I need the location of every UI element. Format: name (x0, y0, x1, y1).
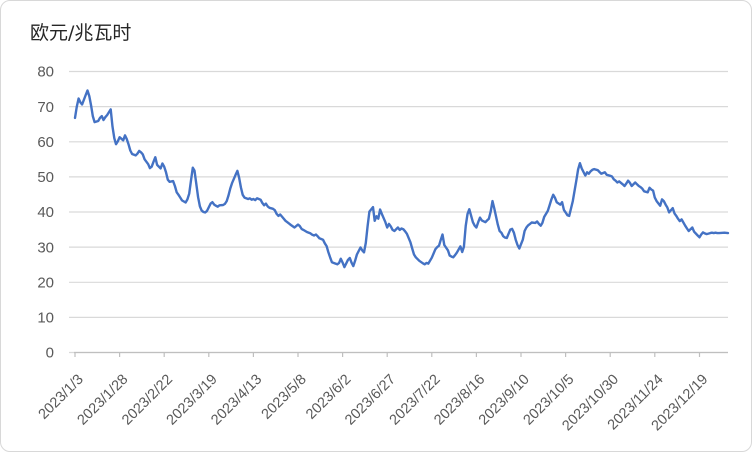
price-series-line (73, 89, 730, 269)
y-axis-label: 30 (37, 239, 54, 256)
chart-title: 欧元/兆瓦时 (30, 22, 132, 44)
x-axis-label: 2023/5/8 (259, 372, 310, 423)
y-axis: 0 10 20 30 40 50 60 70 80 (37, 64, 54, 362)
y-axis-label: 10 (37, 310, 54, 327)
y-axis-label: 50 (37, 169, 54, 186)
x-axis: 2023/1/32023/1/282023/2/222023/3/192023/… (36, 351, 728, 434)
y-axis-label: 20 (37, 274, 54, 291)
y-axis-label: 60 (37, 134, 54, 151)
y-axis-label: 80 (37, 64, 54, 81)
y-axis-label: 40 (37, 204, 54, 221)
gridlines (69, 70, 728, 354)
y-axis-label: 70 (37, 99, 54, 116)
y-axis-label: 0 (46, 345, 54, 362)
